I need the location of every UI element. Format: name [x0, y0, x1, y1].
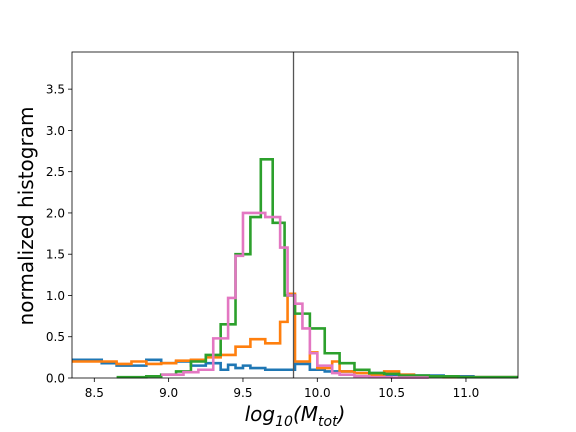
histogram-series-3 — [116, 157, 518, 379]
x-tick-label: 9.0 — [159, 386, 178, 400]
y-tick-label: 0.5 — [46, 330, 65, 344]
x-axis-ticks: 8.5 9.0 9.5 10.0 10.5 11.0 — [85, 378, 480, 400]
y-tick-label: 3.0 — [46, 124, 65, 138]
y-tick-label: 1.5 — [46, 248, 65, 262]
x-tick-label: 10.5 — [378, 386, 405, 400]
series-layer — [72, 157, 518, 379]
x-tick-label: 11.0 — [453, 386, 480, 400]
y-axis-label: normalized histogram — [14, 107, 38, 326]
y-tick-label: 3.5 — [46, 83, 65, 97]
y-axis-ticks: 0.0 0.5 1.0 1.5 2.0 2.5 3.0 3.5 — [46, 83, 72, 386]
x-axis-label: log10(Mtot) — [245, 402, 346, 430]
y-tick-label: 2.5 — [46, 165, 65, 179]
histogram-series-4 — [161, 211, 429, 379]
y-tick-label: 2.0 — [46, 206, 65, 220]
y-tick-label: 0.0 — [46, 372, 65, 386]
plot-frame — [71, 51, 519, 379]
x-tick-label: 9.5 — [233, 386, 252, 400]
x-tick-label: 10.0 — [304, 386, 331, 400]
y-tick-label: 1.0 — [46, 289, 65, 303]
histogram-series-2 — [72, 292, 518, 379]
x-tick-label: 8.5 — [85, 386, 104, 400]
